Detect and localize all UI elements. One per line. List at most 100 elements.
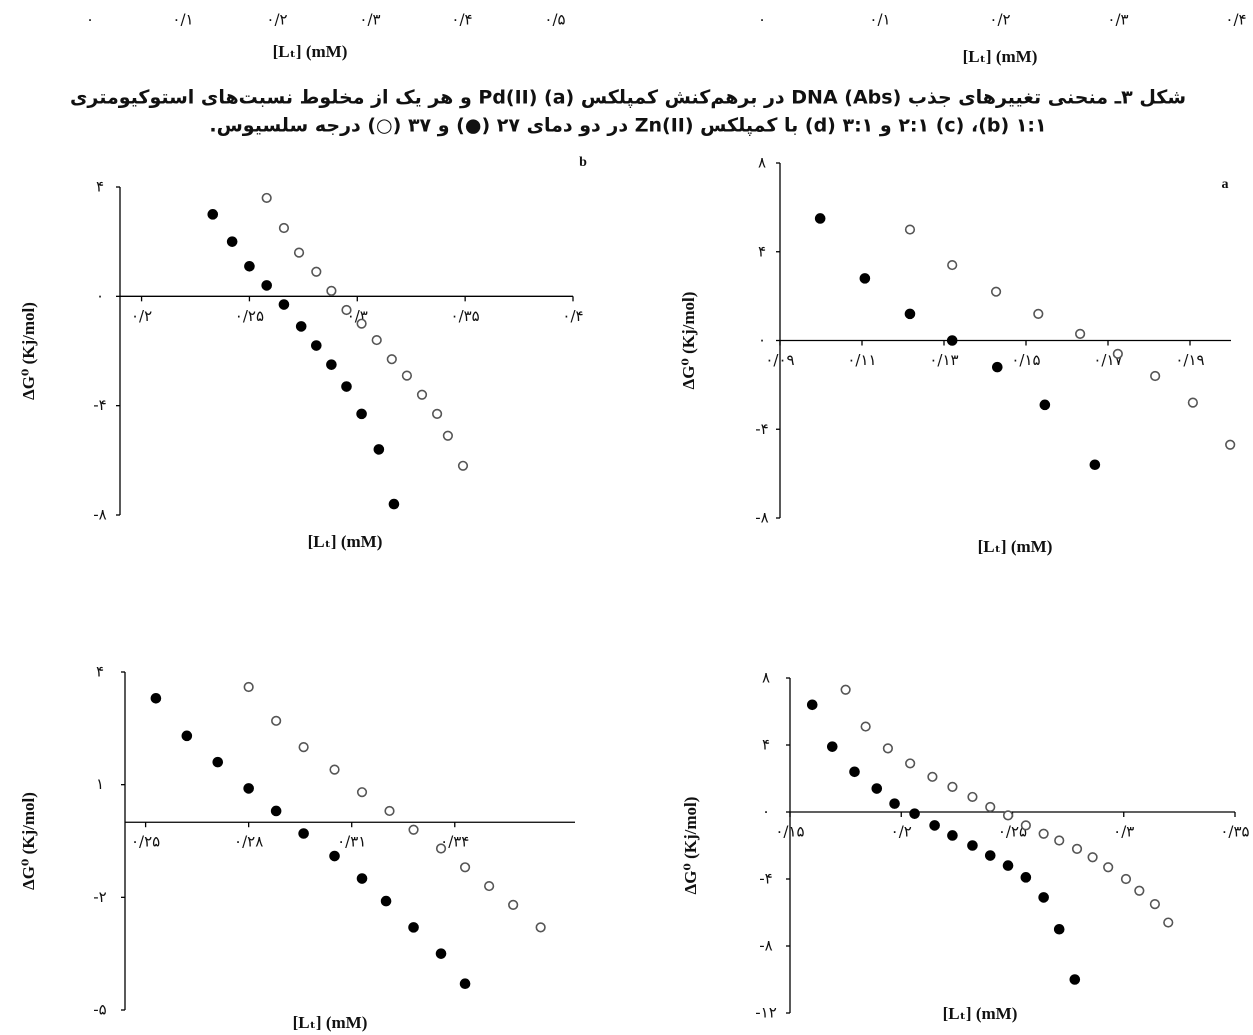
y-tick-label: -۴	[93, 396, 106, 414]
tick-label: ۰/۱	[869, 11, 890, 29]
point	[1053, 923, 1065, 935]
point	[889, 798, 900, 809]
y-tick-label: -۴	[759, 870, 772, 888]
x-tick-label: ۰/۲	[131, 307, 152, 325]
y-tick-label: ۸	[762, 669, 770, 687]
point	[311, 266, 322, 277]
x-tick-label: ۰/۱۱	[847, 351, 876, 369]
point	[401, 370, 413, 381]
point	[298, 742, 309, 753]
point	[356, 873, 368, 884]
point	[904, 224, 916, 235]
point	[371, 334, 382, 346]
point	[859, 273, 871, 284]
point	[535, 922, 546, 933]
x-label: [Lₜ] (mM)	[963, 47, 1038, 66]
point	[150, 692, 162, 704]
tick-label: ۰/۱	[172, 11, 193, 29]
x-label: [Lₜ] (mM)	[943, 1004, 1018, 1023]
point	[384, 805, 395, 817]
x-label: [Lₜ] (mM)	[273, 42, 348, 61]
point	[278, 222, 290, 234]
point	[356, 318, 367, 329]
point	[1187, 397, 1198, 408]
tick-label: ۰	[758, 11, 766, 29]
point	[432, 408, 443, 419]
point	[826, 741, 838, 752]
panel-label: b	[579, 155, 587, 170]
point	[1002, 810, 1014, 821]
fragment-left: ۰ ۰/۱ ۰/۲ ۰/۳ ۰/۴ ۰/۵ [Lₜ] (mM)	[86, 11, 566, 61]
point	[244, 260, 255, 272]
point	[840, 684, 851, 695]
x-tick-label: ۰/۲۵	[998, 823, 1027, 841]
y-label: ΔG⁰ (Kj/mol)	[19, 302, 38, 400]
point	[386, 354, 397, 365]
x-tick-label: ۰/۱۳	[929, 351, 958, 369]
x-tick-label: ۰/۰۹	[765, 351, 794, 369]
point	[508, 899, 519, 910]
point	[329, 850, 340, 862]
y-tick-label: ۰	[762, 803, 770, 821]
x-tick-label: ۰/۳۴	[440, 833, 469, 851]
point	[1112, 348, 1123, 359]
tick-label: ۰/۳	[1107, 11, 1128, 29]
point	[356, 408, 367, 420]
point	[270, 805, 282, 817]
y-tick-label: -۸	[93, 506, 106, 524]
y-tick-label: -۴	[755, 420, 768, 438]
y-tick-label: ۰	[96, 287, 104, 305]
point	[326, 359, 337, 370]
point	[1103, 862, 1114, 873]
y-tick-label: ۴	[96, 178, 104, 196]
point	[909, 808, 920, 819]
point	[278, 299, 290, 310]
point	[261, 280, 272, 291]
point	[243, 783, 254, 794]
point	[1120, 873, 1132, 885]
point	[341, 304, 352, 316]
x-tick-label: ۰/۳۵	[451, 307, 480, 325]
x-tick-label: ۰/۱۵	[1011, 351, 1040, 369]
point	[905, 758, 916, 769]
point	[992, 361, 1003, 373]
y-label: ΔG⁰ (Kj/mol)	[681, 797, 700, 895]
x-tick-label: ۰/۳۵	[1220, 823, 1249, 841]
caption-line: ۱:۱ (b)، ۲:۱ (c) و ۳:۱ (d) با کمپلکس Zn(…	[209, 115, 1046, 137]
point	[1038, 892, 1049, 903]
point	[408, 922, 419, 933]
point	[373, 444, 385, 455]
point	[181, 730, 193, 742]
point	[1039, 399, 1051, 411]
point	[226, 236, 238, 247]
y-tick-label: -۸	[755, 509, 768, 527]
y-tick-label: ۴	[758, 242, 766, 260]
point	[408, 824, 419, 835]
x-tick-label: ۰/۲	[891, 823, 912, 841]
point	[1150, 370, 1161, 382]
tick-label: ۰	[86, 11, 94, 29]
point	[984, 850, 996, 861]
y-tick-label: -۵	[93, 1001, 106, 1019]
point	[871, 783, 883, 794]
point	[849, 766, 860, 778]
y-tick-label: -۸	[759, 937, 772, 955]
point	[1225, 439, 1236, 450]
point	[806, 699, 818, 711]
point	[435, 843, 447, 854]
point	[967, 840, 978, 851]
point	[1002, 860, 1014, 871]
point	[947, 830, 958, 841]
tick-label: ۰/۴	[1225, 11, 1246, 29]
x-tick-label: ۰/۲۸	[234, 833, 263, 851]
point	[1054, 835, 1065, 846]
point	[985, 801, 996, 813]
point	[243, 681, 254, 693]
tick-label: ۰/۳	[359, 11, 380, 29]
y-tick-label: ۴	[96, 663, 104, 681]
y-tick-label: ۰	[758, 331, 766, 349]
point	[1020, 872, 1032, 883]
x-tick-label: ۰/۳	[1113, 823, 1134, 841]
y-tick-label: ۱	[96, 775, 104, 793]
